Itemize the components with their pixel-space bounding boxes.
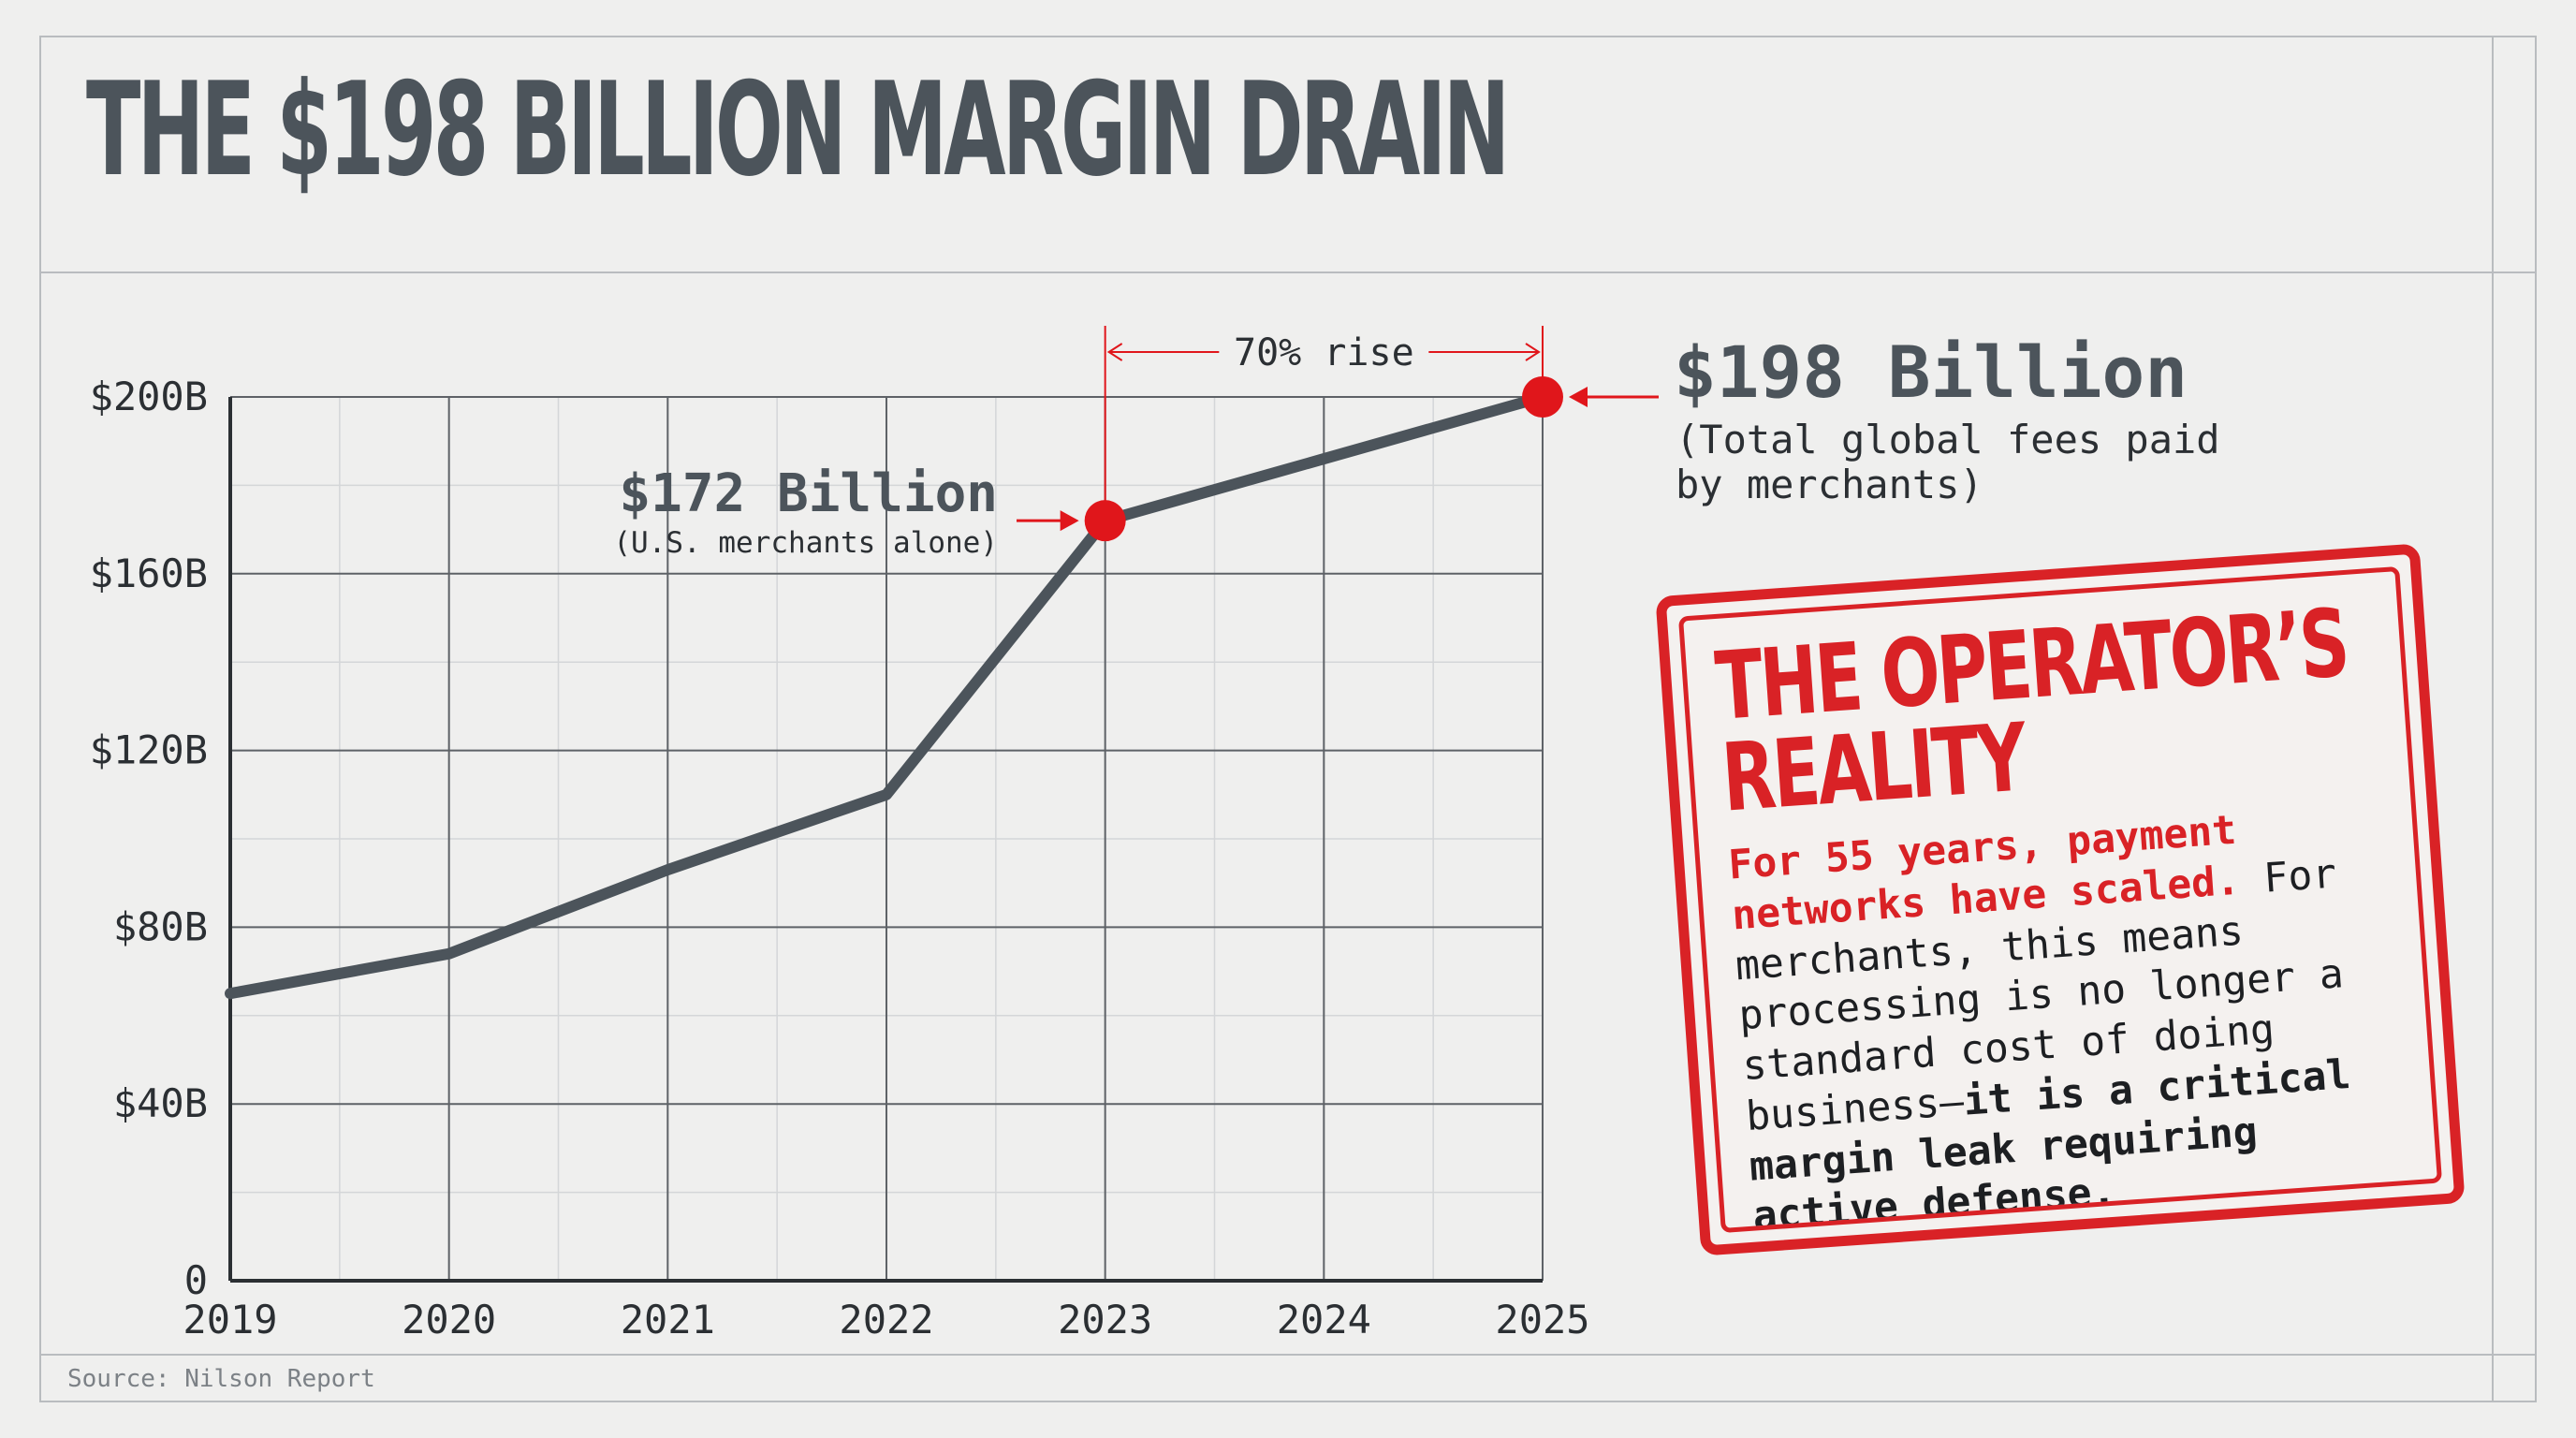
highlight-point [1084,500,1126,542]
y-tick-label: $80B [113,903,208,949]
range-arrowhead-left [1106,343,1123,361]
frame-top [39,36,2537,37]
x-tick-label: 2019 [183,1297,277,1343]
x-tick-label: 2020 [402,1297,496,1343]
stamp-title-line-2: REALITY [1718,702,2028,833]
frame-bottom [39,1401,2537,1402]
highlight-label-2023: $172 Billion [619,463,998,524]
highlight-arrowhead-2025 [1569,387,1588,407]
x-tick-label: 2024 [1277,1297,1371,1343]
frame-right [2535,36,2537,1402]
footer-divider [39,1354,2537,1356]
stamp-title: THE OPERATOR’S REALITY [1712,588,2380,833]
highlight-sublabel-2025-line-1: (Total global fees paid [1676,417,2220,462]
stamp-body: For 55 years, payment networks have scal… [1727,796,2410,1233]
highlight-arrowhead-2023 [1060,510,1079,532]
frame-left [39,36,41,1402]
range-annotation-label: 70% rise [1234,331,1414,374]
highlight-point [1522,376,1563,418]
x-tick-label: 2021 [621,1297,715,1343]
range-arrowhead-right [1525,343,1541,361]
highlight-label-2025: $198 Billion [1674,330,2188,414]
page-title: THE $198 BILLION MARGIN DRAIN [86,54,1510,205]
stamp-inner-border: THE OPERATOR’S REALITY For 55 years, pay… [1677,565,2443,1234]
highlight-sublabel-2023: (U.S. merchants alone) [613,526,998,560]
x-tick-label: 2025 [1495,1297,1589,1343]
series-line [225,391,1548,1000]
y-tick-label: $160B [90,550,208,596]
x-tick-label: 2022 [839,1297,933,1343]
y-tick-label: $40B [113,1080,208,1126]
y-tick-label: $120B [90,727,208,773]
y-tick-label: 0 [184,1257,208,1303]
y-tick-label: $200B [90,374,208,419]
source-note: Source: Nilson Report [67,1365,375,1393]
x-tick-label: 2023 [1058,1297,1152,1343]
title-divider [39,271,2537,273]
operator-reality-stamp: THE OPERATOR’S REALITY For 55 years, pay… [1655,543,2466,1256]
highlight-sublabel-2025-line-2: by merchants) [1676,462,1983,507]
frame-right-inner [2492,36,2494,1402]
